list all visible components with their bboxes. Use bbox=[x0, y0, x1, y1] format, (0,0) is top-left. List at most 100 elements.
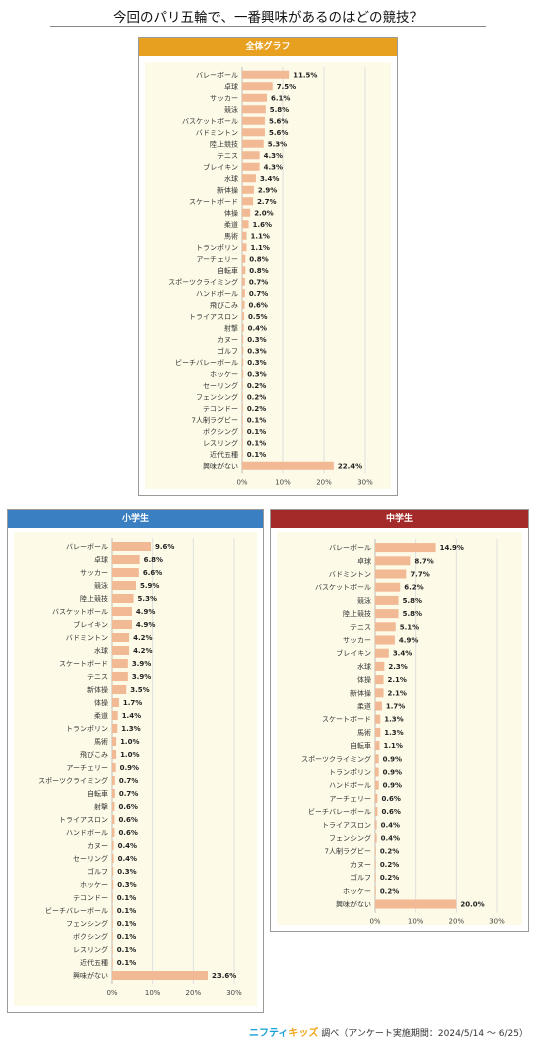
value-label: 0.9% bbox=[383, 782, 402, 790]
bar bbox=[375, 543, 436, 553]
elementary-bar-chart: 0% 10% 20% 30% バレーボール 9.6% 卓球 6.8% サッカー 6.6% 競泳 5.9… bbox=[38, 538, 242, 997]
bar bbox=[375, 661, 385, 671]
value-label: 3.4% bbox=[260, 175, 279, 183]
bar bbox=[375, 741, 380, 751]
bar bbox=[112, 789, 115, 798]
bar bbox=[112, 776, 115, 785]
value-label: 0.6% bbox=[381, 795, 400, 803]
bar bbox=[375, 754, 379, 764]
footer-logo-part-1: ニフティ bbox=[248, 1028, 289, 1039]
value-label: 2.7% bbox=[257, 198, 276, 206]
value-label: 14.9% bbox=[440, 544, 464, 552]
value-label: 0.4% bbox=[118, 842, 137, 850]
bar bbox=[242, 266, 246, 275]
category-label: 柔道 bbox=[94, 711, 108, 720]
page-title: 今回のパリ五輪で、一番興味があるのはどの競技？ bbox=[113, 10, 423, 26]
value-label: 1.1% bbox=[383, 742, 402, 750]
value-label: 0.4% bbox=[248, 324, 267, 332]
category-label: テコンドー bbox=[203, 405, 238, 413]
bar bbox=[112, 802, 115, 811]
category-label: 卓球 bbox=[357, 556, 371, 565]
category-label: ハンドボール bbox=[329, 782, 371, 790]
value-label: 7.7% bbox=[410, 571, 429, 579]
bar bbox=[242, 289, 245, 298]
value-label: 0.3% bbox=[247, 336, 266, 344]
value-label: 1.1% bbox=[251, 232, 270, 240]
value-label: 3.4% bbox=[393, 650, 412, 658]
bar bbox=[375, 833, 377, 843]
value-label: 0.7% bbox=[119, 790, 138, 798]
category-label: トライアスロン bbox=[322, 821, 371, 829]
bar bbox=[242, 128, 265, 137]
category-label: 体操 bbox=[357, 675, 371, 684]
bar bbox=[112, 880, 114, 889]
category-label: レスリング bbox=[73, 945, 108, 954]
bar bbox=[112, 659, 128, 668]
category-label: セーリング bbox=[203, 381, 238, 390]
junior-high-chart-header: 中学生 bbox=[271, 510, 528, 528]
bar bbox=[242, 404, 243, 413]
bar bbox=[112, 646, 130, 655]
category-label: ボクシング bbox=[203, 427, 238, 436]
junior-high-bar-chart: 0% 10% 20% 30% バレーボール 14.9% 卓球 8.7% バドミントン 7.7% バス… bbox=[301, 539, 505, 926]
category-label: 近代五種 bbox=[80, 958, 108, 967]
value-label: 0.9% bbox=[120, 764, 139, 772]
bar bbox=[375, 582, 401, 592]
bar bbox=[242, 369, 244, 378]
category-label: 7人制ラグビー bbox=[325, 847, 371, 856]
bar bbox=[112, 932, 113, 941]
value-label: 5.8% bbox=[403, 610, 422, 618]
bar bbox=[112, 685, 127, 694]
value-label: 2.1% bbox=[388, 689, 407, 697]
category-label: バドミントン bbox=[66, 634, 108, 642]
bar bbox=[242, 335, 244, 344]
value-label: 0.1% bbox=[117, 894, 136, 902]
x-tick-label: 30% bbox=[226, 989, 242, 997]
bar bbox=[242, 70, 290, 79]
category-label: カヌー bbox=[350, 861, 371, 869]
bar bbox=[112, 555, 140, 564]
bar bbox=[242, 197, 254, 206]
bar bbox=[375, 622, 396, 632]
bar bbox=[375, 556, 411, 566]
category-label: 興味がない bbox=[336, 900, 371, 909]
bar bbox=[375, 899, 457, 909]
category-label: ブレイキン bbox=[336, 649, 371, 658]
category-label: サッカー bbox=[210, 94, 238, 102]
value-label: 11.5% bbox=[293, 71, 317, 79]
bar bbox=[112, 815, 115, 824]
value-label: 0.2% bbox=[380, 887, 399, 895]
category-label: スケートボード bbox=[189, 198, 238, 206]
bar bbox=[112, 750, 117, 759]
value-label: 0.1% bbox=[117, 907, 136, 915]
value-label: 1.6% bbox=[253, 221, 272, 229]
bar bbox=[242, 358, 244, 367]
category-label: 卓球 bbox=[224, 82, 238, 91]
category-label: バレーボール bbox=[66, 543, 108, 551]
bar bbox=[242, 93, 268, 102]
category-label: テコンドー bbox=[73, 894, 108, 902]
value-label: 4.2% bbox=[133, 634, 152, 642]
value-label: 0.2% bbox=[247, 382, 266, 390]
value-label: 0.9% bbox=[383, 769, 402, 777]
category-label: 体操 bbox=[224, 208, 238, 217]
bar bbox=[242, 162, 260, 171]
value-label: 6.1% bbox=[271, 94, 290, 102]
value-label: 2.1% bbox=[388, 676, 407, 684]
value-label: 1.3% bbox=[384, 729, 403, 737]
category-label: 射撃 bbox=[94, 802, 108, 811]
value-label: 5.3% bbox=[268, 140, 287, 148]
bar bbox=[375, 793, 378, 803]
value-label: 0.3% bbox=[117, 881, 136, 889]
category-label: バスケットボール bbox=[182, 117, 238, 125]
category-label: 興味がない bbox=[73, 971, 108, 980]
bar bbox=[375, 688, 384, 698]
category-label: 自転車 bbox=[217, 266, 238, 275]
category-label: スポーツクライミング bbox=[168, 277, 238, 286]
category-label: 競泳 bbox=[357, 596, 371, 605]
value-label: 1.0% bbox=[120, 751, 139, 759]
category-label: 新体操 bbox=[217, 185, 238, 194]
x-tick-label: 0% bbox=[236, 479, 247, 487]
category-label: ボクシング bbox=[73, 932, 108, 941]
category-label: フェンシング bbox=[66, 919, 108, 928]
